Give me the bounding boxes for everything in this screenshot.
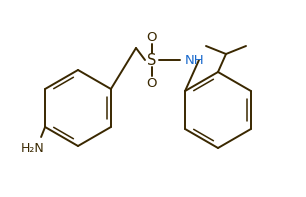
Text: O: O [147,76,157,89]
Text: O: O [147,31,157,44]
Text: NH: NH [185,54,205,67]
Text: S: S [147,52,157,68]
Text: H₂N: H₂N [21,142,45,155]
